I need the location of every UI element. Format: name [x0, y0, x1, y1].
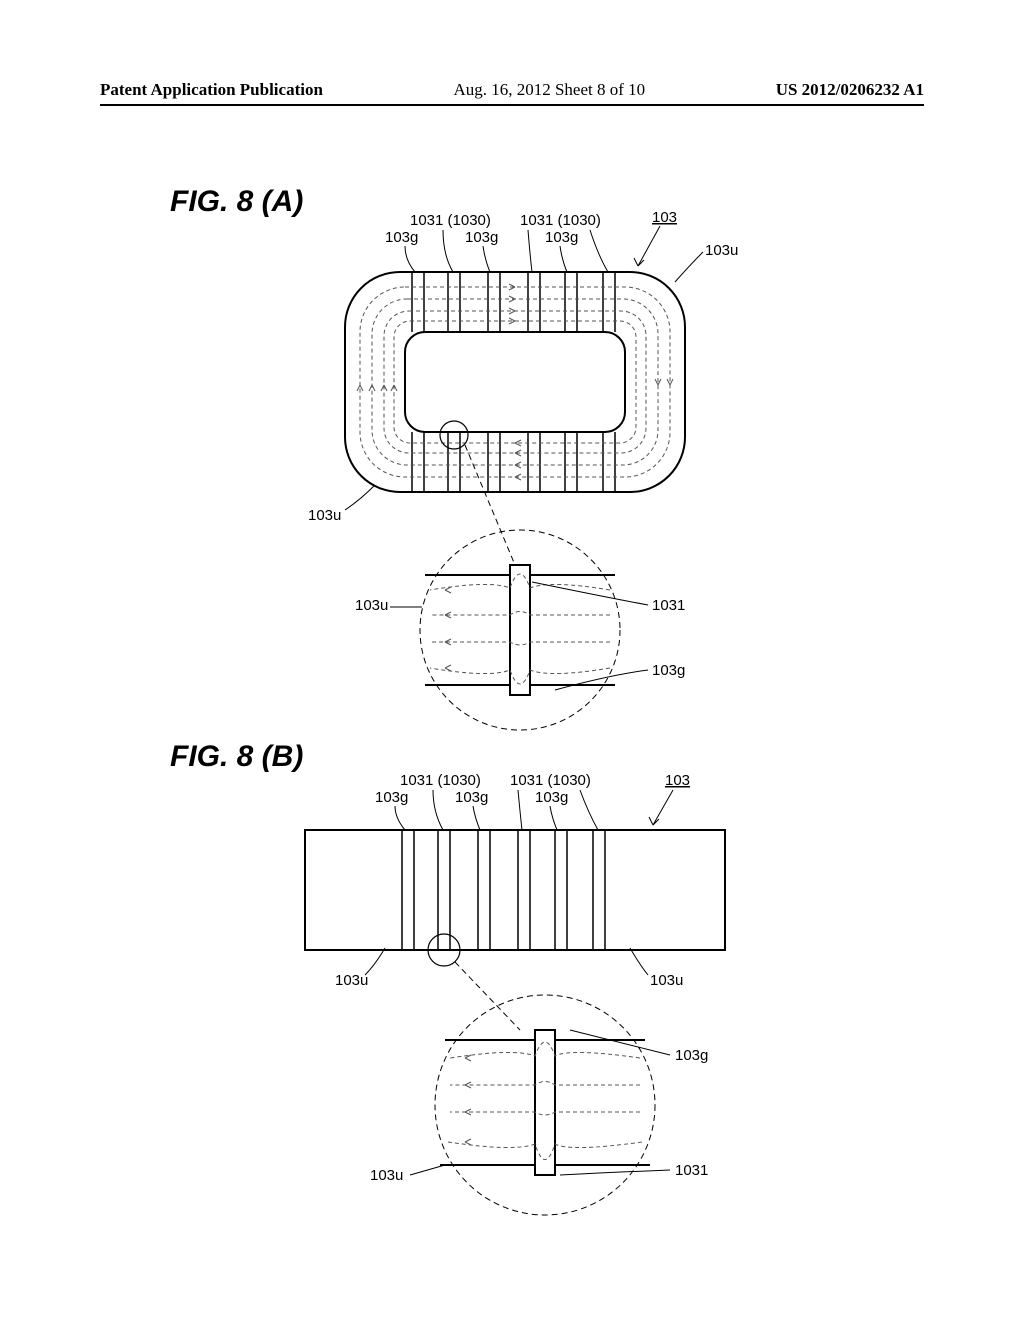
figB-top-g3: 103g — [535, 789, 568, 806]
header-mid: Aug. 16, 2012 Sheet 8 of 10 — [453, 80, 645, 100]
header-right: US 2012/0206232 A1 — [776, 80, 924, 100]
figA-detail-r1: 1031 — [652, 597, 685, 614]
figB-core-rect — [305, 830, 725, 950]
figB-detail-r2: 1031 — [675, 1162, 708, 1179]
detail-callout-src — [440, 421, 468, 449]
figB-main: 103 — [665, 772, 690, 789]
figA-detail-circle — [420, 530, 620, 730]
figA-top-g1: 103g — [385, 229, 418, 246]
figA-top-main: 103 — [652, 210, 677, 226]
page-header: Patent Application Publication Aug. 16, … — [100, 80, 924, 106]
figB-top-l1: 1031 (1030) — [400, 772, 481, 789]
fig-b-svg: 1031 (1030) 1031 (1030) 103g 103g 103g 1… — [250, 770, 820, 1240]
figA-detail-r2: 103g — [652, 662, 685, 679]
figA-left-u: 103u — [308, 507, 341, 524]
figB-top-l2: 1031 (1030) — [510, 772, 591, 789]
fig-a-svg: 1031 (1030) 1031 (1030) 103g 103g 103g 1… — [260, 210, 800, 750]
figB-left-u: 103u — [335, 972, 368, 989]
figA-top-l2: 1031 (1030) — [520, 212, 601, 229]
figA-top-g3: 103g — [545, 229, 578, 246]
figB-detail-left: 103u — [370, 1167, 403, 1184]
header-left: Patent Application Publication — [100, 80, 323, 100]
fig-a-diagram: 1031 (1030) 1031 (1030) 103g 103g 103g 1… — [260, 210, 800, 750]
figB-detail-r1: 103g — [675, 1047, 708, 1064]
figA-top-l1: 1031 (1030) — [410, 212, 491, 229]
core-outer — [345, 272, 685, 492]
figB-top-g1: 103g — [375, 789, 408, 806]
figB-right-u: 103u — [650, 972, 683, 989]
fig-b-label: FIG. 8 (B) — [170, 740, 303, 774]
fig-b-diagram: 1031 (1030) 1031 (1030) 103g 103g 103g 1… — [250, 770, 820, 1240]
figA-detail-left: 103u — [355, 597, 388, 614]
figA-top-g2: 103g — [465, 229, 498, 246]
core-inner — [405, 332, 625, 432]
figB-detail-circle — [435, 995, 655, 1215]
figB-top-g2: 103g — [455, 789, 488, 806]
figA-right-u: 103u — [705, 242, 738, 259]
